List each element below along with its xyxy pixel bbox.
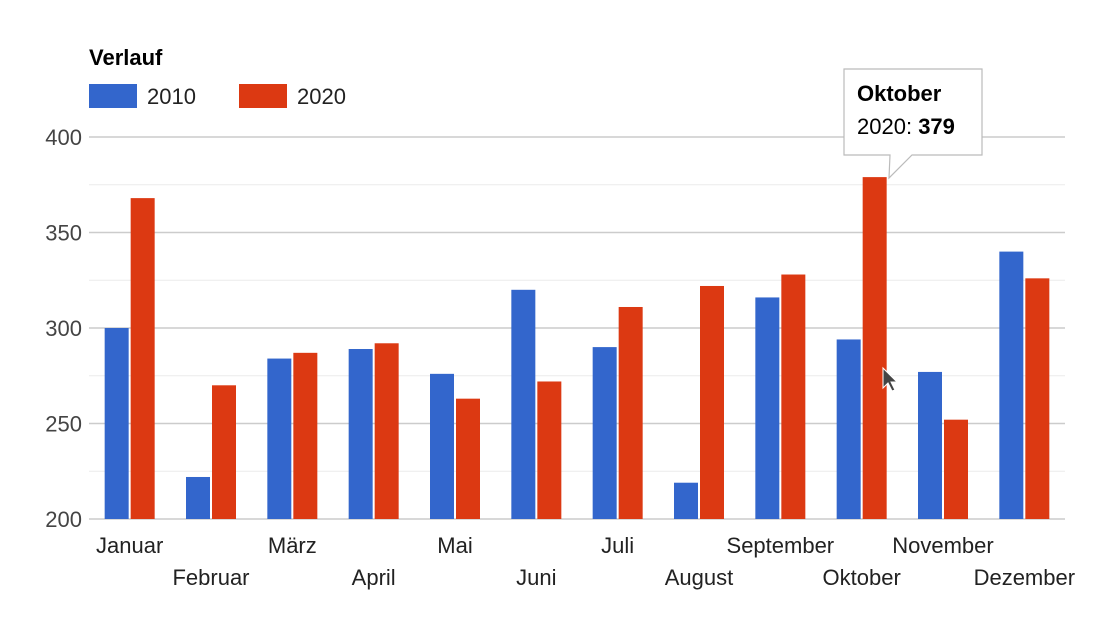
bar-2020-märz[interactable] <box>293 352 318 519</box>
bar-2010-februar[interactable] <box>186 476 210 519</box>
x-axis-labels: Januar Februar März April Mai Juni Juli August S… <box>96 533 1075 590</box>
x-tick-label: November <box>892 533 993 558</box>
tooltip-title: Oktober <box>857 81 942 106</box>
bar-2010-juli[interactable] <box>592 347 617 519</box>
mouse-cursor-icon <box>882 366 899 392</box>
x-tick-label: Oktober <box>823 565 901 590</box>
y-tick-label: 250 <box>45 412 82 437</box>
bar-2010-april[interactable] <box>348 349 373 519</box>
bar-2020-februar[interactable] <box>212 385 236 519</box>
bar-2020-april[interactable] <box>374 343 399 519</box>
y-axis-ticks: 400 350 300 250 200 <box>45 125 82 532</box>
y-tick-label: 300 <box>45 316 82 341</box>
bar-2020-januar[interactable] <box>130 198 155 519</box>
x-tick-label: Januar <box>96 533 163 558</box>
bar-2010-märz[interactable] <box>267 358 292 519</box>
tooltip-box <box>843 68 983 180</box>
bar-2020-september[interactable] <box>781 274 806 519</box>
bar-2010-juni[interactable] <box>511 289 536 519</box>
tooltip: Oktober 2020: 379 <box>843 68 983 180</box>
bar-2010-november[interactable] <box>918 371 942 519</box>
tooltip-value: 379 <box>918 114 955 139</box>
bars <box>104 177 1050 520</box>
legend-swatch-2020 <box>239 84 287 108</box>
tooltip-value-line: 2020: 379 <box>857 114 955 139</box>
y-tick-label: 400 <box>45 125 82 150</box>
bar-2020-juni[interactable] <box>537 381 562 519</box>
x-tick-label: Mai <box>437 533 472 558</box>
x-tick-label: Juli <box>601 533 634 558</box>
bar-2020-dezember[interactable] <box>1025 278 1050 519</box>
x-tick-label: August <box>665 565 734 590</box>
bar-2020-november[interactable] <box>944 419 968 519</box>
bar-2020-juli[interactable] <box>618 306 643 519</box>
bar-2020-oktober[interactable] <box>862 177 887 520</box>
bar-2010-mai[interactable] <box>430 373 454 519</box>
bar-2020-august[interactable] <box>700 285 724 519</box>
legend-label-2020: 2020 <box>297 84 346 109</box>
bar-2010-januar[interactable] <box>104 328 129 519</box>
bar-2010-dezember[interactable] <box>999 251 1024 519</box>
x-tick-label: April <box>352 565 396 590</box>
x-tick-label: September <box>727 533 835 558</box>
x-tick-label: Dezember <box>974 565 1075 590</box>
bar-2010-oktober[interactable] <box>836 339 861 519</box>
legend: 2010 2020 <box>89 84 346 109</box>
x-tick-label: Juni <box>516 565 556 590</box>
y-tick-label: 350 <box>45 221 82 246</box>
y-tick-label: 200 <box>45 507 82 532</box>
x-tick-label: März <box>268 533 317 558</box>
tooltip-series: 2020 <box>857 114 906 139</box>
bar-2010-august[interactable] <box>674 482 698 519</box>
legend-swatch-2010 <box>89 84 137 108</box>
legend-label-2010: 2010 <box>147 84 196 109</box>
bar-2010-september[interactable] <box>755 297 780 519</box>
chart-title: Verlauf <box>89 45 163 70</box>
tooltip-separator: : <box>906 114 918 139</box>
bar-2020-mai[interactable] <box>456 398 480 519</box>
x-tick-label: Februar <box>172 565 249 590</box>
